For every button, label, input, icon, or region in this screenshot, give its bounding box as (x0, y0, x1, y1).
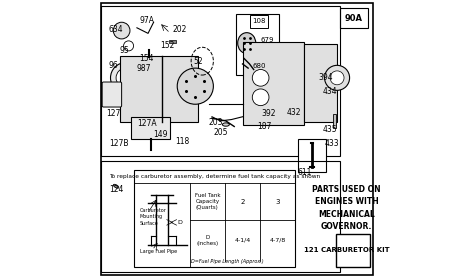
Text: 97A: 97A (139, 16, 154, 25)
Circle shape (113, 22, 130, 39)
Bar (101, 161, 340, 272)
Text: 95: 95 (119, 46, 129, 54)
Text: 2: 2 (240, 198, 245, 205)
Text: Fuel Tank
Capacity
(Quarts): Fuel Tank Capacity (Quarts) (194, 193, 220, 210)
Bar (236, 14, 279, 75)
Circle shape (330, 71, 344, 85)
Text: 4-7/8: 4-7/8 (270, 238, 286, 243)
Text: 154: 154 (139, 54, 154, 63)
Bar (298, 139, 326, 172)
Text: 90A: 90A (345, 14, 363, 23)
Bar (120, 56, 198, 122)
Text: 127A: 127A (137, 119, 156, 128)
Bar (249, 15, 268, 28)
Ellipse shape (222, 123, 229, 126)
Bar (304, 44, 337, 122)
Bar (340, 8, 368, 28)
Bar (131, 117, 170, 139)
Text: GOVERNOR.: GOVERNOR. (321, 222, 373, 231)
Circle shape (252, 70, 269, 86)
Text: 118: 118 (176, 137, 190, 146)
Text: 987: 987 (137, 64, 151, 73)
Circle shape (110, 63, 141, 93)
Circle shape (124, 41, 134, 51)
Text: 202: 202 (173, 25, 187, 34)
Text: ENGINES WITH: ENGINES WITH (315, 197, 379, 206)
Circle shape (177, 68, 213, 104)
Text: 187: 187 (257, 122, 272, 131)
Text: MECHANICAL: MECHANICAL (319, 210, 375, 219)
Text: 432: 432 (287, 108, 301, 117)
Text: 433: 433 (324, 139, 339, 148)
Ellipse shape (113, 184, 119, 188)
Bar (169, 40, 176, 43)
Text: 611: 611 (298, 168, 312, 177)
Text: 121 CARBURETOR KIT: 121 CARBURETOR KIT (304, 247, 390, 253)
Text: 108: 108 (252, 18, 265, 24)
Text: Carburetor
Mounting
Surface: Carburetor Mounting Surface (140, 208, 166, 225)
Ellipse shape (237, 33, 256, 54)
Text: 52: 52 (193, 57, 203, 66)
Text: 392: 392 (262, 110, 276, 118)
Text: 127: 127 (106, 110, 120, 118)
Text: 203: 203 (209, 118, 223, 127)
Text: 679: 679 (261, 37, 274, 43)
Text: 152: 152 (160, 41, 175, 50)
Text: To replace carburetor assembly, determine fuel tank capacity as shown: To replace carburetor assembly, determin… (109, 174, 320, 179)
Text: 3: 3 (275, 198, 280, 205)
Text: Large Fuel Pipe: Large Fuel Pipe (140, 249, 177, 254)
Bar (336, 234, 371, 267)
Bar (101, 6, 340, 156)
Text: D
(Inches): D (Inches) (196, 235, 219, 246)
Text: 680: 680 (252, 63, 266, 69)
Text: PARTS USED ON: PARTS USED ON (312, 185, 381, 193)
Text: 434: 434 (323, 87, 337, 96)
Bar (333, 114, 336, 128)
Text: 205: 205 (213, 128, 228, 136)
Text: 435: 435 (323, 125, 337, 134)
Text: 124: 124 (109, 185, 123, 193)
Text: 96: 96 (109, 61, 118, 70)
Text: 127B: 127B (109, 139, 128, 148)
Circle shape (252, 89, 269, 106)
Text: 4-1/4: 4-1/4 (235, 238, 251, 243)
Text: 149: 149 (153, 130, 168, 139)
Circle shape (116, 68, 136, 88)
FancyBboxPatch shape (102, 82, 122, 107)
Text: 394: 394 (319, 73, 333, 82)
Bar (243, 42, 304, 125)
Text: D=Fuel Pipe Length (Approx.): D=Fuel Pipe Length (Approx.) (191, 259, 264, 264)
Text: 634: 634 (109, 25, 123, 34)
Bar (134, 170, 295, 267)
Circle shape (325, 65, 350, 90)
Text: D: D (177, 220, 182, 225)
